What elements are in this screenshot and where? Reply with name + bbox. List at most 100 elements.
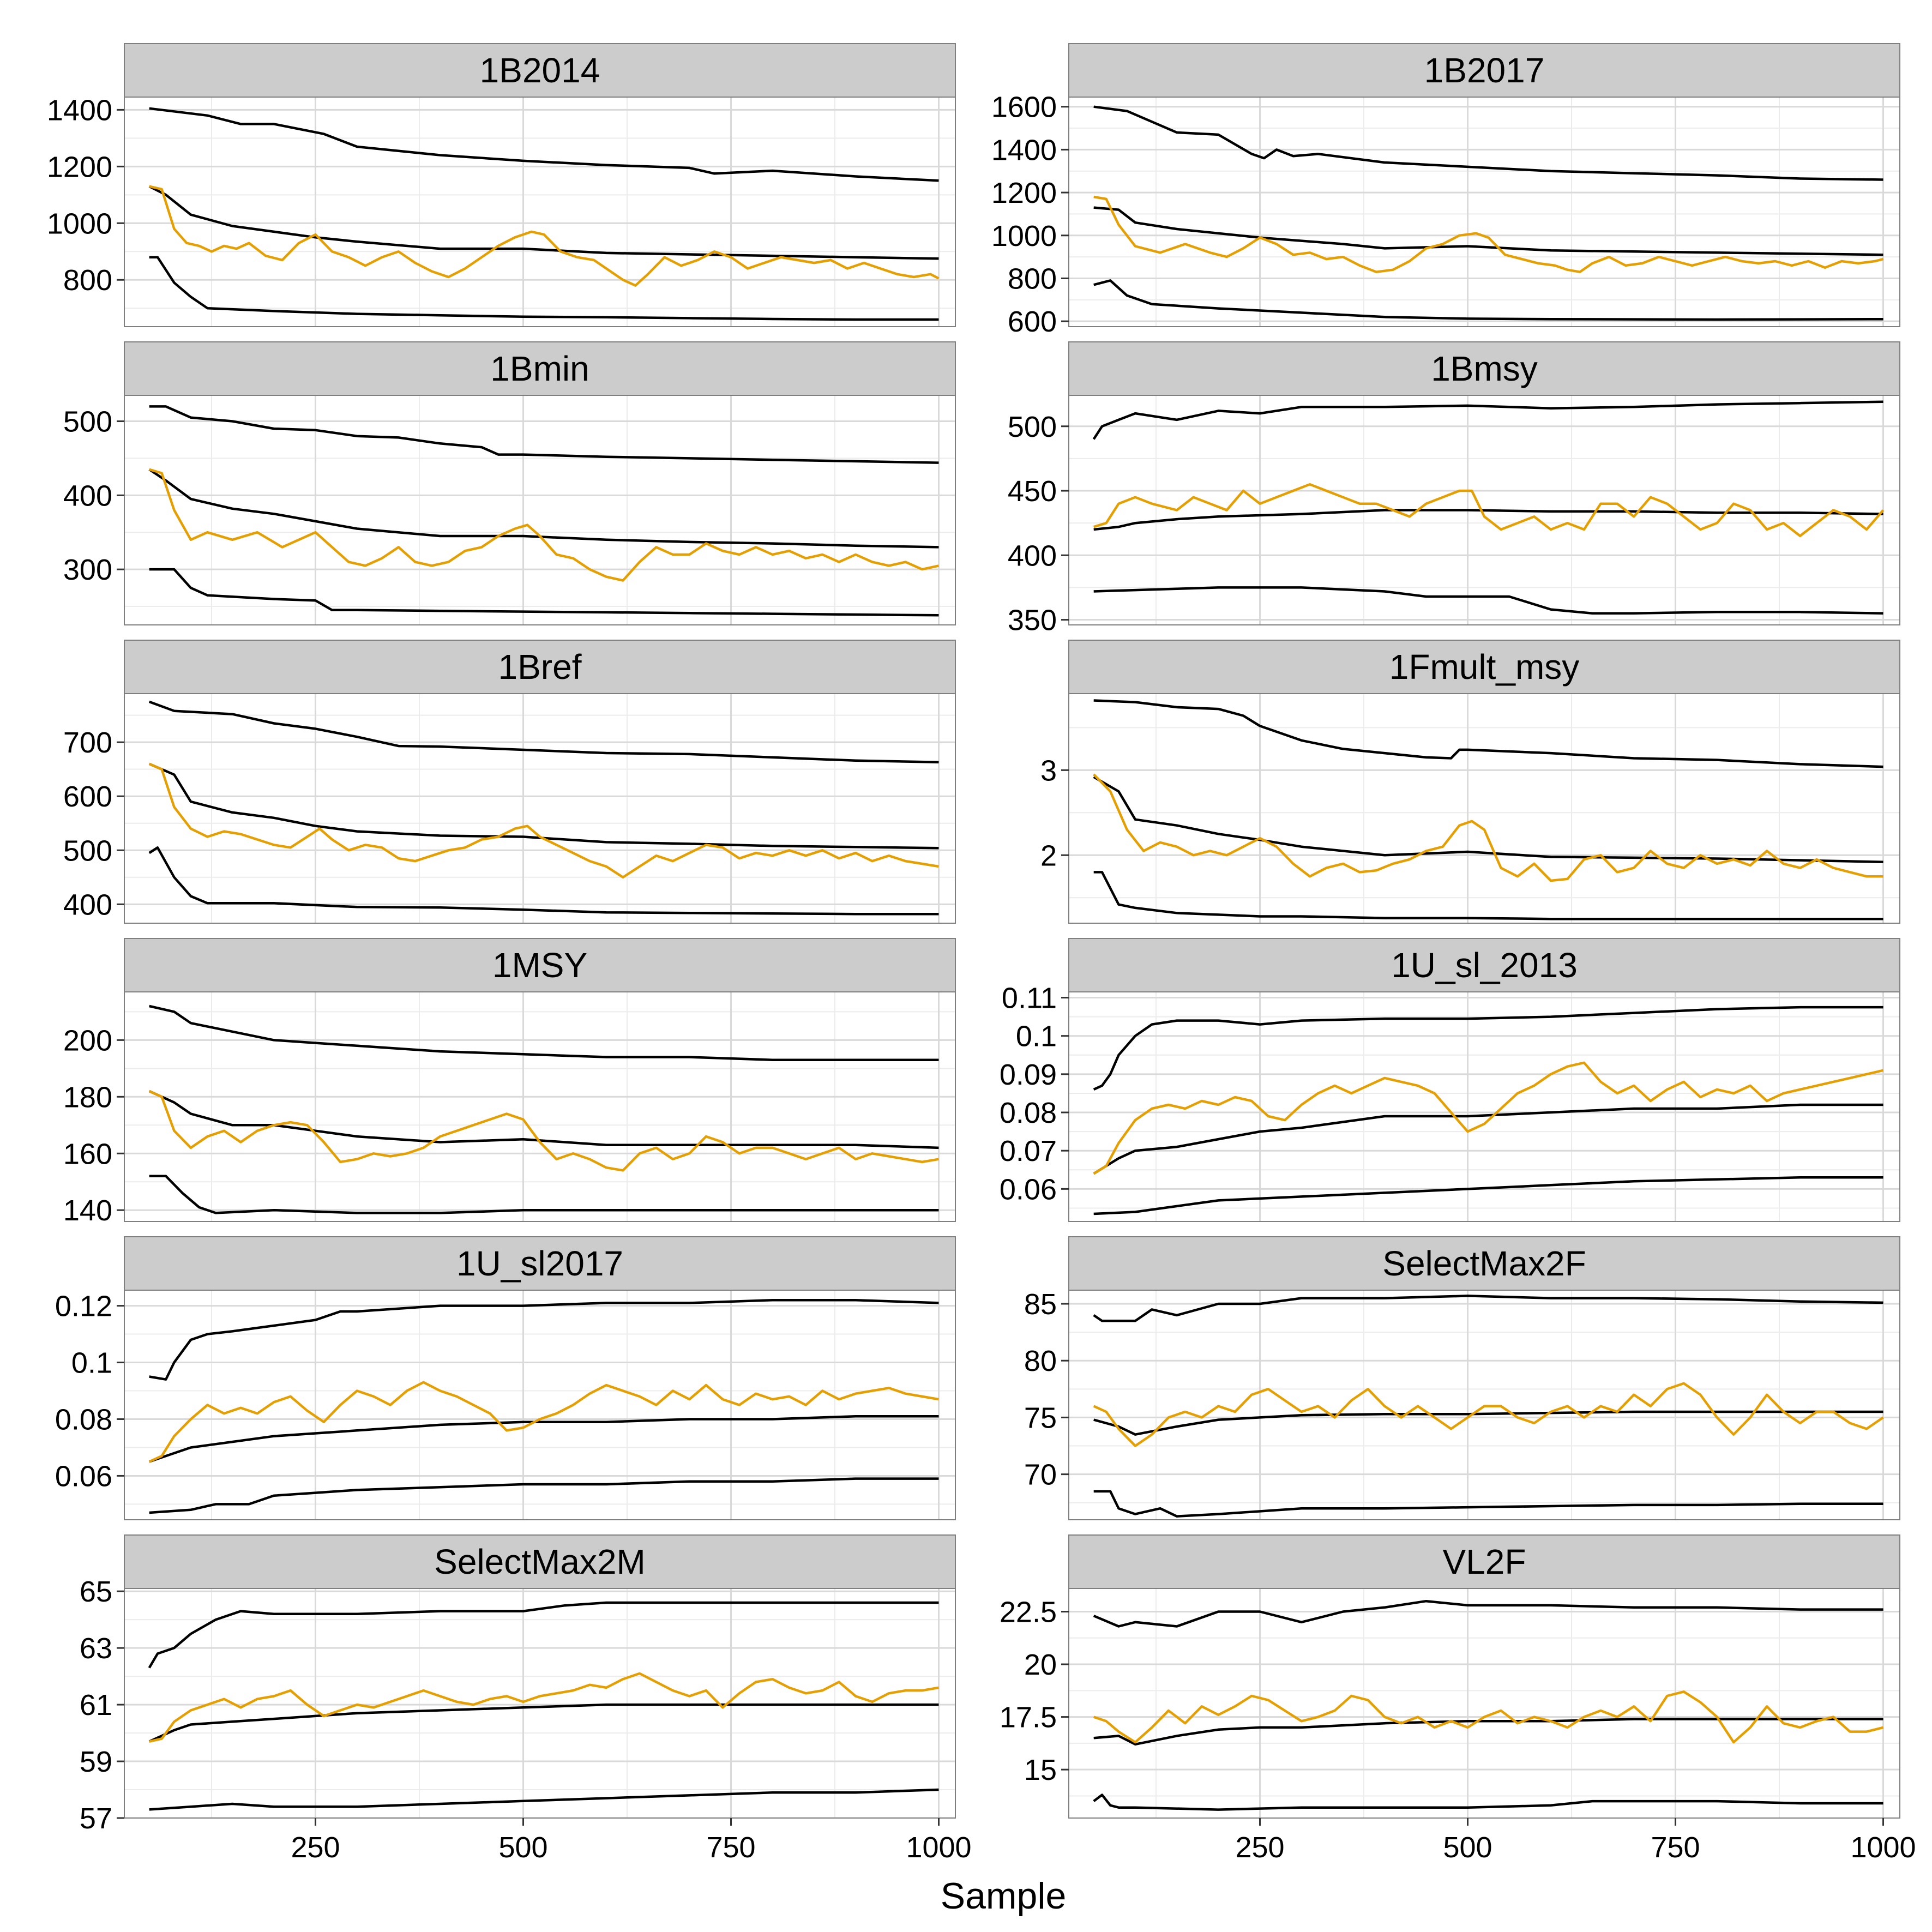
panel-1b2017-y-tick-label: 1000 [991, 220, 1057, 252]
x-tick-label: 750 [1651, 1831, 1700, 1864]
panel-1bmsy-series [1092, 400, 1885, 615]
panel-1fmult-msy-lower-quantile-line [1093, 871, 1883, 920]
panel-1fmult-msy-series [1093, 699, 1883, 920]
panel-1u-sl2017-lower-quantile-line [149, 1477, 939, 1514]
panel-1msy-strip-label: 1MSY [492, 946, 587, 985]
x-tick-label: 1000 [1850, 1831, 1916, 1864]
panel-1bmsy-border [1068, 395, 1900, 625]
panel-1u-sl2017-upper-quantile-line [149, 1298, 939, 1381]
panel-1b2014-y-tick-label: 1400 [47, 94, 112, 127]
panel-1b2014-grid [124, 97, 955, 327]
panel-1bmsy-y-tick-label: 450 [1008, 475, 1057, 508]
panel-1u-sl2017: 1U_sl2017 0.06 0.08 0.1 0.12 [55, 1236, 956, 1520]
panel-selectmax2m-median-line [148, 1703, 939, 1743]
panel-1fmult-msy-grid [1069, 694, 1900, 923]
panel-1fmult-msy-sample-trace-line [1093, 773, 1883, 882]
panel-selectmax2m-lower-quantile-line [149, 1788, 939, 1811]
panel-1b2014-median-line [148, 185, 939, 260]
panel-1fmult-msy-strip [1068, 640, 1900, 694]
panel-1b2017-sample-trace-line [1093, 195, 1884, 273]
panel-1bref-series [148, 700, 939, 916]
panel-selectmax2f-strip [1068, 1236, 1900, 1291]
panel-selectmax2f-y-tick-label: 85 [1024, 1288, 1057, 1321]
panel-1b2017-strip [1068, 43, 1900, 98]
x-axis-title: Sample [941, 1875, 1067, 1917]
panel-1bmin-sample-trace-line [149, 468, 939, 582]
panel-1msy: 1MSY 140 160 180 200 [63, 938, 956, 1227]
panel-1msy-upper-quantile-line [149, 1004, 939, 1061]
panel-1b2017: 1B2017 600 800 1000 1200 1400 1600 [991, 43, 1900, 338]
panel-selectmax2m-grid [124, 1588, 955, 1818]
panel-1bref-grid [124, 694, 955, 923]
panel-1bref-strip-label: 1Bref [498, 647, 582, 687]
panel-1b2017-plot-area [1069, 97, 1900, 327]
panel-selectmax2m: SelectMax2M 57 59 61 63 65 [80, 1534, 956, 1835]
panel-1bmsy: 1Bmsy 350 400 450 500 [1008, 341, 1900, 637]
panel-selectmax2f: SelectMax2F 70 75 80 85 [1024, 1236, 1900, 1520]
panel-1u-sl2017-plot-area [124, 1290, 955, 1520]
panel-1b2014-y-tick-label: 1000 [47, 207, 112, 240]
panel-1u-sl2017-sample-trace-line [148, 1381, 939, 1463]
panel-1u-sl-2013-y-tick-label: 0.11 [1002, 982, 1057, 1015]
panel-selectmax2m-border [124, 1588, 956, 1819]
panel-1u-sl2017-y-tick-label: 0.12 [55, 1290, 112, 1323]
panel-vl2f-y-tick-label: 15 [1024, 1754, 1057, 1786]
panel-1u-sl2017-y-tick-label: 0.06 [55, 1460, 112, 1492]
panel-1b2017-y-tick-label: 1600 [991, 91, 1057, 124]
panel-1bmsy-y-tick-label: 350 [1008, 604, 1057, 637]
panel-1msy-plot-area [124, 992, 955, 1221]
panel-1msy-y-tick-label: 140 [63, 1194, 112, 1227]
panel-1b2017-strip-label: 1B2017 [1424, 51, 1545, 90]
panel-1fmult-msy-median-line [1093, 775, 1883, 863]
panel-1b2017-border [1068, 97, 1900, 327]
panel-1b2014: 1B2014 800 1000 1200 1400 [47, 43, 956, 327]
panel-selectmax2m-y-tick-label: 65 [80, 1575, 112, 1608]
panel-1bref-y-tick-label: 500 [63, 834, 112, 867]
panel-vl2f-lower-quantile-line [1093, 1793, 1883, 1811]
panel-1u-sl-2013-y-tick-label: 0.06 [1000, 1173, 1057, 1206]
panel-1b2014-plot-area [124, 97, 955, 327]
panel-1bmin-y-tick-label: 400 [63, 479, 112, 512]
panel-vl2f-grid [1069, 1588, 1900, 1818]
panel-1msy-lower-quantile-line [149, 1175, 939, 1214]
panel-1b2017-lower-quantile-line [1093, 279, 1883, 321]
panel-1bmin-y-tick-label: 300 [63, 553, 112, 586]
panel-1bmin-plot-area [124, 395, 955, 625]
panel-1b2017-y-tick-label: 1200 [991, 177, 1057, 209]
facet-panels: 1B2014 800 1000 1200 1400 1B2017 600 800 1000 120… [47, 43, 1900, 1835]
panel-1u-sl-2013-y-tick-label: 0.07 [1000, 1135, 1057, 1167]
panel-1u-sl2017-strip [124, 1236, 956, 1291]
panel-1bref: 1Bref 400 500 600 700 [63, 640, 956, 924]
panel-1b2014-series [148, 107, 940, 321]
panel-selectmax2m-y-tick-label: 63 [80, 1632, 112, 1665]
panel-1fmult-msy-y-tick-label: 2 [1040, 839, 1057, 872]
panel-1fmult-msy-strip-label: 1Fmult_msy [1389, 647, 1580, 687]
panel-1bmsy-y-tick-label: 500 [1008, 411, 1057, 443]
panel-1msy-sample-trace-line [148, 1090, 939, 1172]
panel-1u-sl-2013-y-tick-label: 0.09 [1000, 1058, 1057, 1091]
panel-1msy-y-tick-label: 200 [63, 1024, 112, 1057]
panel-1b2017-y-tick-label: 1400 [991, 134, 1057, 166]
panel-selectmax2m-sample-trace-line [149, 1672, 939, 1743]
panel-1msy-strip [124, 938, 956, 992]
panel-1b2014-strip-label: 1B2014 [480, 51, 600, 90]
panel-vl2f-strip-label: VL2F [1443, 1542, 1526, 1581]
panel-selectmax2f-sample-trace-line [1093, 1382, 1884, 1447]
panel-1u-sl2017-strip-label: 1U_sl2017 [456, 1244, 623, 1283]
panel-1u-sl2017-y-tick-label: 0.08 [55, 1403, 112, 1436]
panel-1bmin-grid [124, 395, 955, 625]
panel-selectmax2m-y-tick-label: 59 [80, 1746, 112, 1778]
panel-1u-sl-2013-border [1068, 991, 1900, 1222]
panel-selectmax2f-y-tick-label: 75 [1024, 1401, 1057, 1434]
panel-1bref-border [124, 693, 956, 924]
panel-1b2017-y-tick-label: 600 [1008, 305, 1057, 338]
panel-1b2017-y-tick-label: 800 [1008, 262, 1057, 295]
panel-1fmult-msy-upper-quantile-line [1093, 699, 1883, 768]
panel-vl2f-plot-area [1069, 1588, 1900, 1818]
panel-1msy-y-tick-label: 160 [63, 1137, 112, 1170]
panel-1bmsy-median-line [1093, 509, 1883, 531]
panel-1b2014-y-tick-label: 800 [63, 264, 112, 297]
panel-1fmult-msy-border [1068, 693, 1900, 924]
panel-1u-sl-2013-lower-quantile-line [1093, 1176, 1883, 1215]
panel-1bmsy-strip-label: 1Bmsy [1431, 349, 1538, 388]
